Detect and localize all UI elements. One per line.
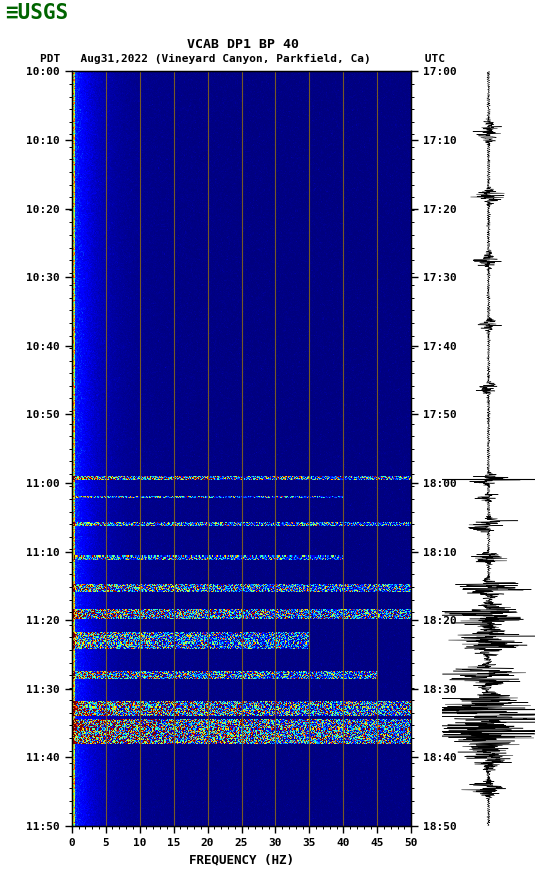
Text: PDT   Aug31,2022 (Vineyard Canyon, Parkfield, Ca)        UTC: PDT Aug31,2022 (Vineyard Canyon, Parkfie…: [40, 54, 445, 63]
Text: ≡USGS: ≡USGS: [6, 3, 68, 22]
X-axis label: FREQUENCY (HZ): FREQUENCY (HZ): [189, 854, 294, 866]
Text: VCAB DP1 BP 40: VCAB DP1 BP 40: [187, 38, 299, 51]
